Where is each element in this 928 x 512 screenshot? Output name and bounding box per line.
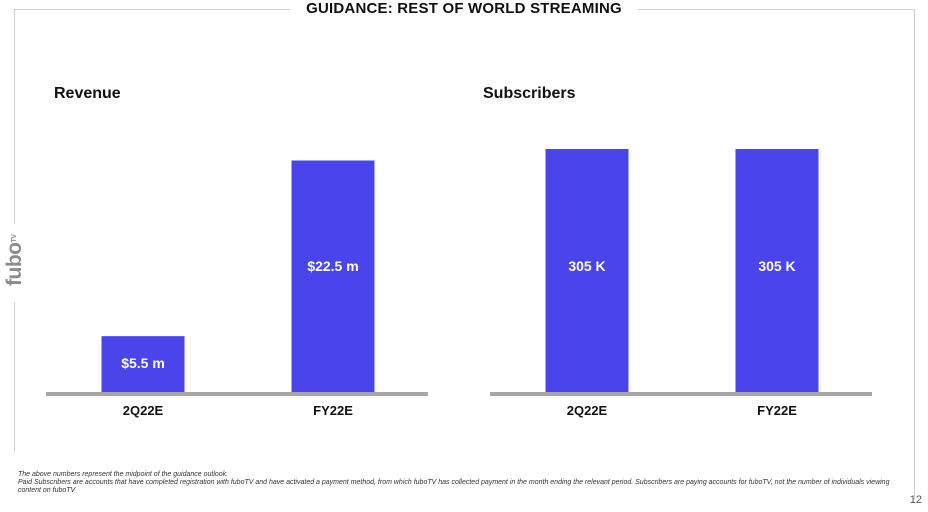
footnote-line-1: The above numbers represent the midpoint… — [18, 471, 229, 478]
page-title: GUIDANCE: REST OF WORLD STREAMING — [0, 0, 928, 18]
frame-left-line-top — [14, 9, 15, 224]
revenue-category-label-1: 2Q22E — [123, 403, 164, 418]
footnote-line-2: Paid Subscribers are accounts that have … — [18, 479, 890, 494]
subscribers-data-label-2: 305 K — [758, 258, 795, 274]
subscribers-category-label-1: 2Q22E — [567, 403, 608, 418]
page-number: 12 — [909, 494, 922, 506]
subscribers-data-label-1: 305 K — [568, 258, 605, 274]
revenue-x-axis — [46, 392, 428, 396]
revenue-bar-1 — [101, 336, 185, 393]
frame-left-line-bottom — [14, 302, 15, 452]
revenue-data-label-2: $22.5 m — [307, 258, 358, 274]
revenue-chart-title: Revenue — [54, 85, 121, 102]
footnote: The above numbers represent the midpoint… — [18, 471, 898, 495]
revenue-data-label-1: $5.5 m — [121, 355, 165, 371]
subscribers-bar-2 — [735, 149, 819, 393]
subscribers-chart-title: Subscribers — [483, 85, 576, 102]
subscribers-x-axis — [490, 392, 872, 396]
subscribers-bar-1 — [545, 149, 629, 393]
revenue-bar-2 — [291, 160, 375, 393]
revenue-category-label-2: FY22E — [313, 403, 353, 418]
subscribers-category-label-2: FY22E — [757, 403, 797, 418]
